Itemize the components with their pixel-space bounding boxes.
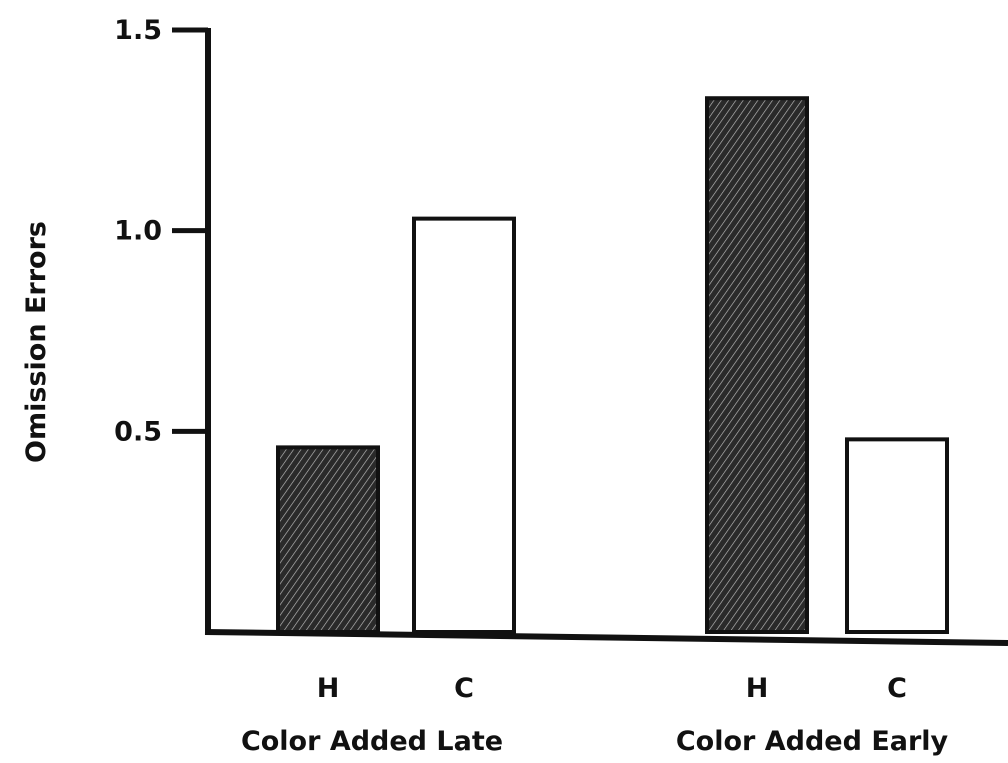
bar-color-added-early-h [705, 96, 809, 634]
bar-color-added-early-c [845, 437, 949, 634]
y-tick-label: 1.5 [114, 15, 162, 46]
y-tick-label: 0.5 [114, 416, 162, 447]
category-label: H [746, 673, 769, 704]
category-label: C [454, 673, 474, 704]
bars [276, 96, 949, 634]
group-label: Color Added Late [241, 726, 503, 757]
x-labels: H C Color Added Late H C Color Added Early [241, 673, 949, 757]
bar-color-added-late-h [276, 445, 380, 634]
y-ticks: 0.5 1.0 1.5 [114, 15, 208, 447]
bar-color-added-late-c [412, 216, 516, 634]
y-tick-label: 1.0 [114, 216, 162, 247]
y-axis-title: Omission Errors [21, 221, 52, 463]
group-label: Color Added Early [676, 726, 949, 757]
category-label: C [887, 673, 907, 704]
category-label: H [317, 673, 340, 704]
